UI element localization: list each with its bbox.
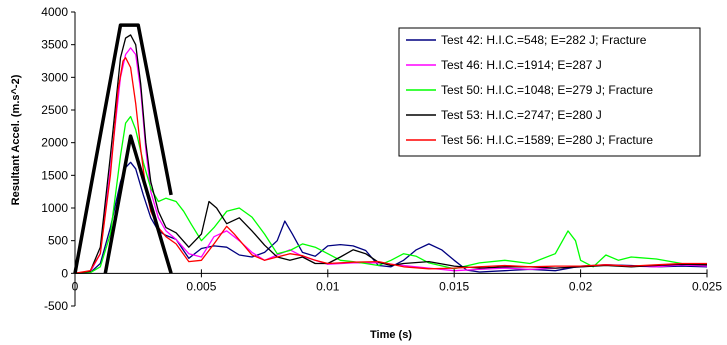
legend-label: Test 46: H.I.C.=1914; E=287 J <box>441 58 602 72</box>
y-tick-label: 0 <box>61 266 68 280</box>
series-line-2 <box>74 115 708 274</box>
tick-labels: 4000 3500 3000 2500 2000 1500 1000 500 0 -500 0 0.0… <box>41 5 722 313</box>
y-axis-label: Resultant Accel. (m.s^-2) <box>10 74 22 205</box>
axes <box>71 11 708 307</box>
y-tick-label: 3500 <box>41 38 68 52</box>
x-axis-label: Time (s) <box>370 329 412 341</box>
y-tick-label: 2500 <box>41 103 68 117</box>
series-line-4 <box>74 57 707 274</box>
legend-label: Test 53: H.I.C.=2747; E=280 J <box>441 108 602 122</box>
legend-label: Test 50: H.I.C.=1048; E=279 J; Fracture <box>441 83 653 97</box>
x-tick-label: 0.01 <box>316 279 340 293</box>
y-tick-label: 1000 <box>41 201 68 215</box>
plot-area <box>73 23 708 274</box>
x-tick-label: 0 <box>72 279 79 293</box>
envelope-line-5 <box>73 23 173 274</box>
x-tick-label: 0.005 <box>186 279 216 293</box>
legend: Test 42: H.I.C.=548; E=282 J; Fracture Te… <box>398 27 701 157</box>
y-tick-label: 3000 <box>41 70 68 84</box>
y-tick-label: 1500 <box>41 168 68 182</box>
legend-label: Test 42: H.I.C.=548; E=282 J; Fracture <box>441 33 647 47</box>
y-tick-label: 500 <box>48 234 68 248</box>
x-tick-label: 0.02 <box>569 279 593 293</box>
legend-box <box>398 27 701 157</box>
series-line-0 <box>74 161 708 274</box>
y-tick-label: -500 <box>44 299 68 313</box>
envelope-line-6 <box>103 134 173 274</box>
x-tick-label: 0.015 <box>439 279 469 293</box>
y-tick-label: 2000 <box>41 136 68 150</box>
x-tick-label: 0.025 <box>692 279 722 293</box>
legend-label: Test 56: H.I.C.=1589; E=280 J; Fracture <box>441 133 653 147</box>
y-tick-label: 4000 <box>41 5 68 19</box>
